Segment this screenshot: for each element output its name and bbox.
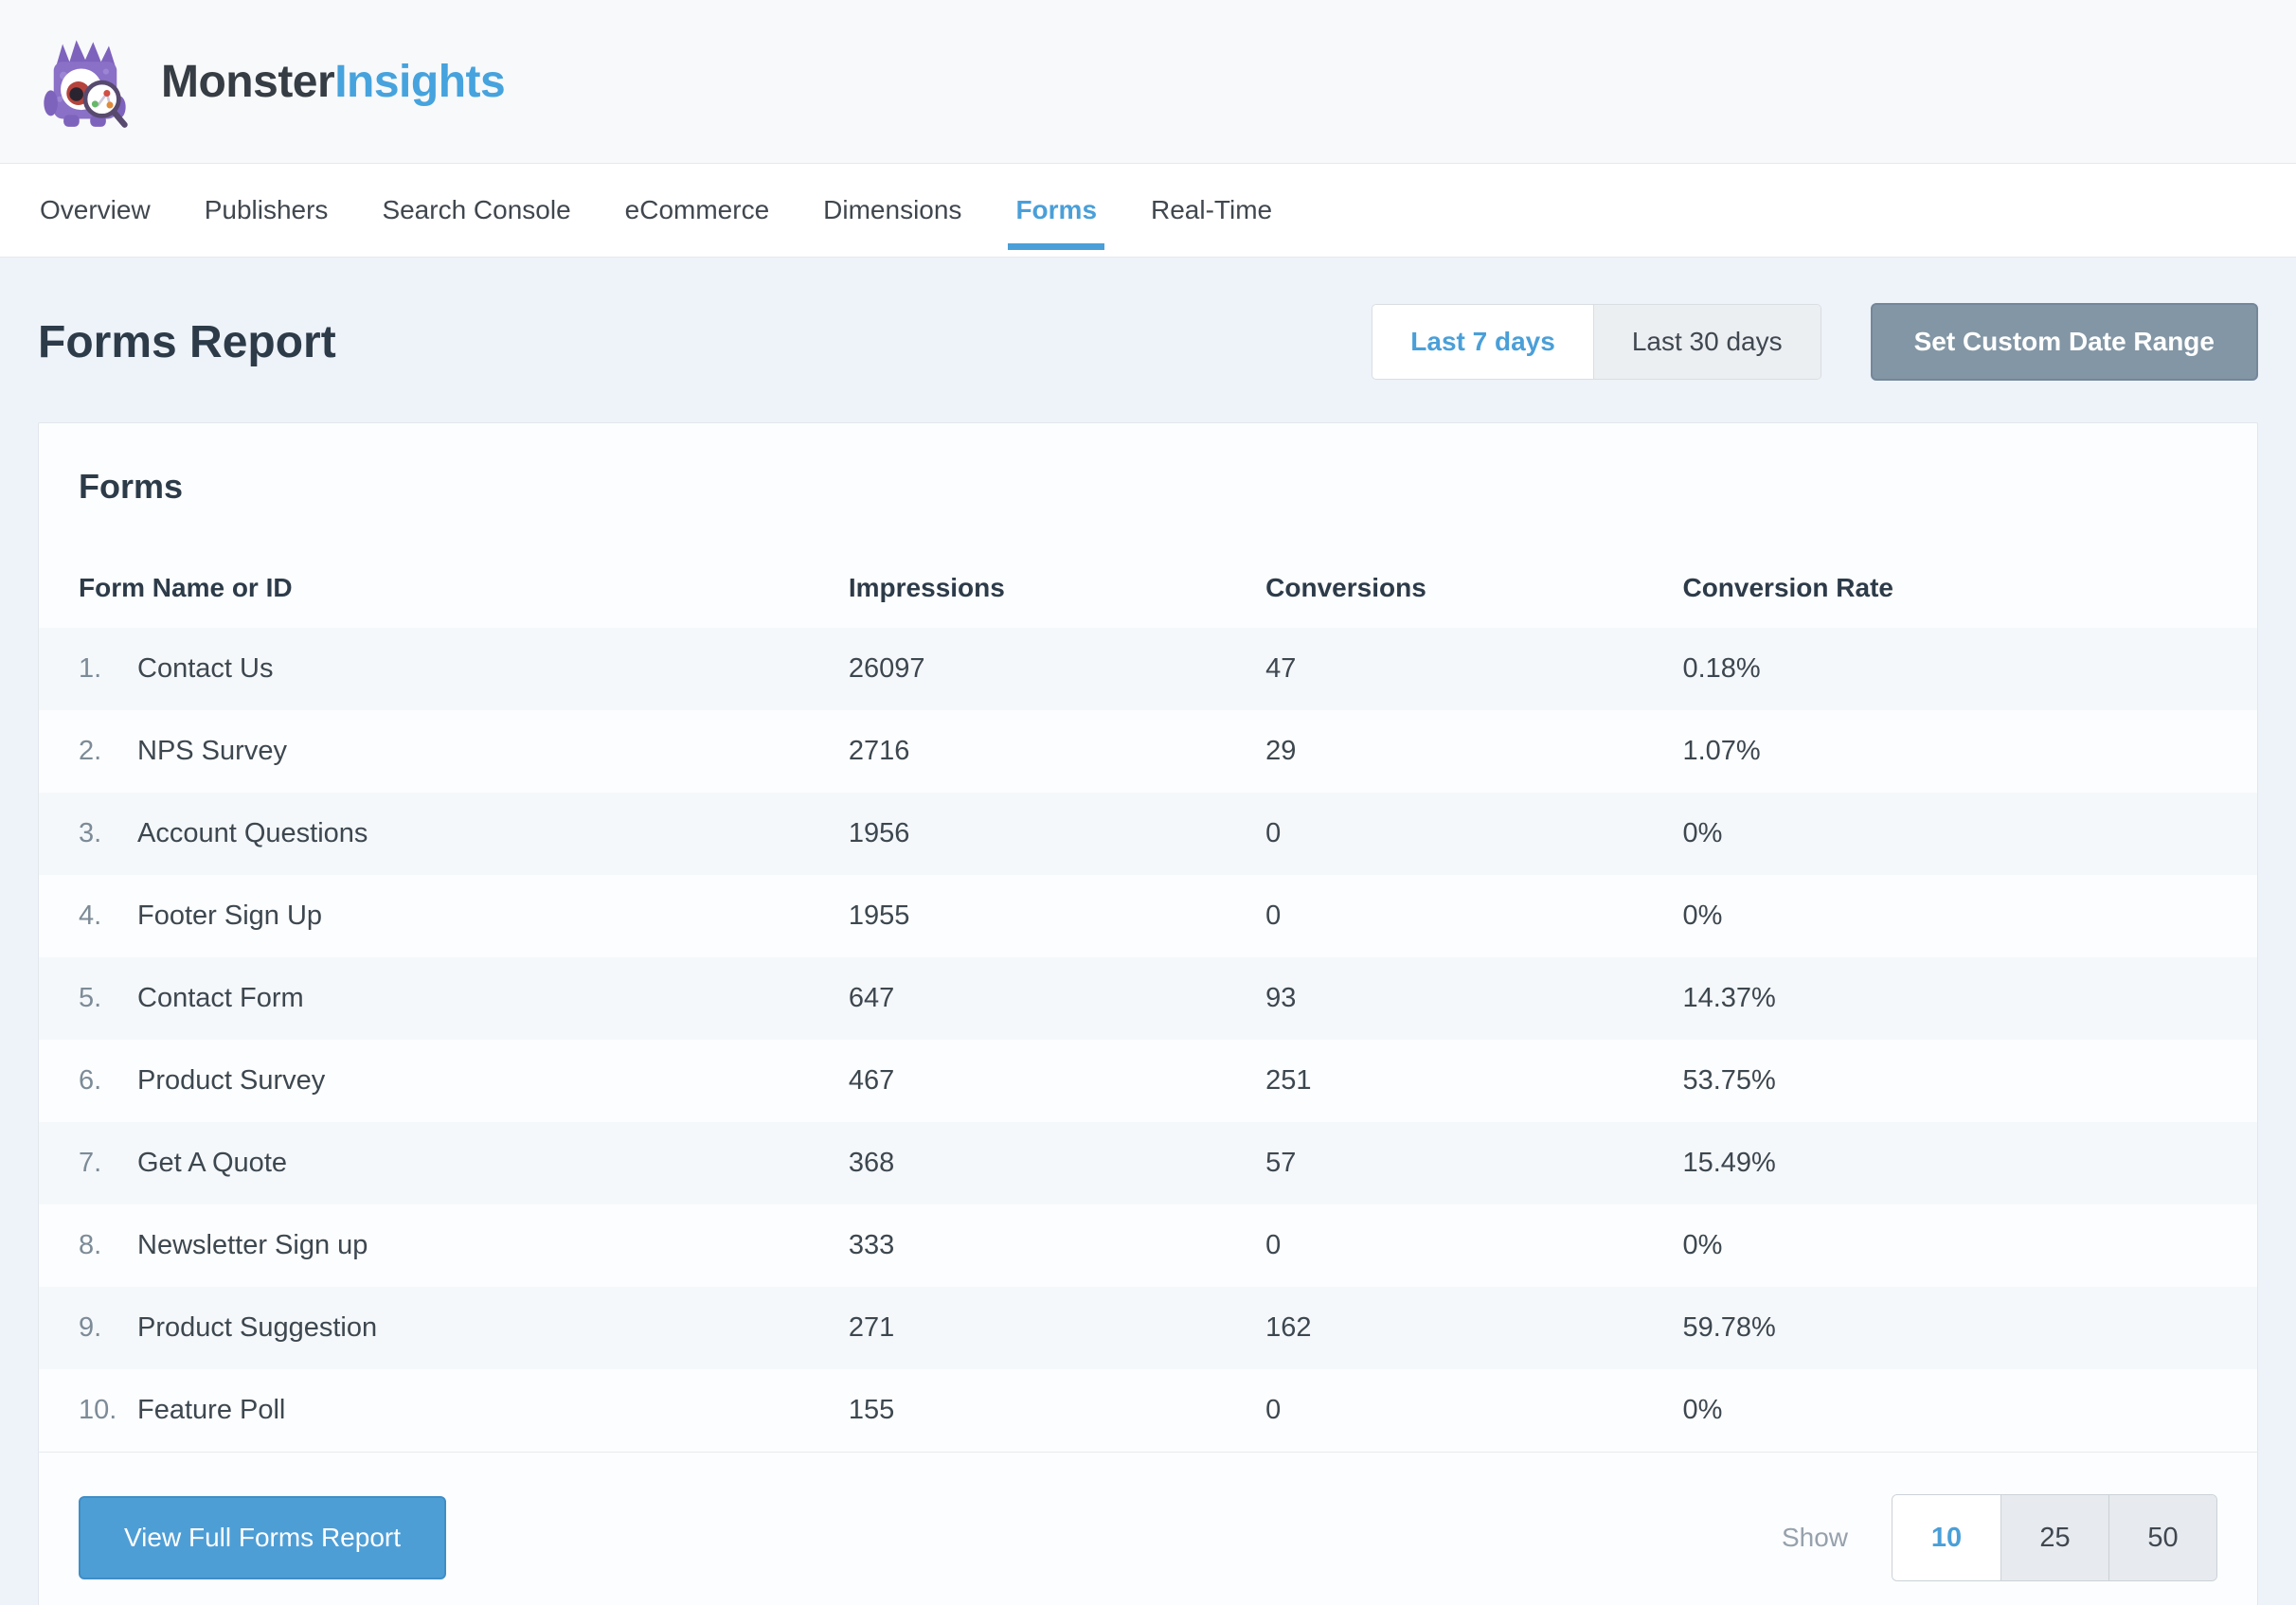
form-name: Product Suggestion [137, 1312, 378, 1343]
impressions-value: 1955 [848, 901, 910, 931]
conversion-rate-value: 14.37% [1682, 983, 1776, 1013]
row-rank: 3. [79, 818, 102, 848]
conversion-rate-value: 15.49% [1682, 1148, 1776, 1178]
report-tabs-nav: Overview Publishers Search Console eComm… [0, 163, 2296, 258]
date-range-last-30-days[interactable]: Last 30 days [1592, 305, 1821, 379]
conversions-value: 162 [1265, 1312, 1312, 1343]
impressions-value: 155 [848, 1395, 895, 1425]
view-full-forms-report-button[interactable]: View Full Forms Report [79, 1496, 447, 1579]
form-name: NPS Survey [137, 736, 287, 766]
conversion-rate-value: 0.18% [1682, 653, 1761, 684]
impressions-value: 467 [848, 1065, 895, 1096]
form-name: Feature Poll [137, 1395, 286, 1425]
brand-logo: MonsterInsights [36, 32, 506, 131]
tab-dimensions[interactable]: Dimensions [823, 195, 962, 224]
conversions-value: 0 [1265, 1230, 1282, 1260]
page-size-10[interactable]: 10 [1892, 1495, 2000, 1580]
impressions-value: 333 [848, 1230, 895, 1260]
card-title: Forms [79, 467, 184, 506]
show-label: Show [1781, 1523, 1848, 1552]
table-row: 1. Contact Us 26097 47 0.18% [39, 628, 2257, 710]
conversions-value: 251 [1265, 1065, 1312, 1096]
table-body: 1. Contact Us 26097 47 0.18% 2. NPS Survey… [39, 628, 2257, 1452]
conversions-value: 0 [1265, 1395, 1282, 1425]
page-size-50[interactable]: 50 [2108, 1495, 2216, 1580]
table-row: 2. NPS Survey 2716 29 1.07% [39, 710, 2257, 793]
conversion-rate-value: 0% [1682, 1395, 1723, 1425]
row-rank: 5. [79, 983, 102, 1013]
impressions-value: 368 [848, 1148, 895, 1178]
row-rank: 9. [79, 1312, 102, 1343]
form-name: Contact Us [137, 653, 274, 684]
col-header-conversions: Conversions [1265, 573, 1426, 602]
table-row: 9. Product Suggestion 271 162 59.78% [39, 1287, 2257, 1369]
form-name: Newsletter Sign up [137, 1230, 368, 1260]
table-row: 8. Newsletter Sign up 333 0 0% [39, 1204, 2257, 1287]
monster-mascot-icon [44, 40, 128, 128]
conversions-value: 0 [1265, 901, 1282, 931]
table-row: 4. Footer Sign Up 1955 0 0% [39, 875, 2257, 957]
row-rank: 8. [79, 1230, 102, 1260]
brand-wordmark: MonsterInsights [161, 56, 506, 108]
col-header-form-name: Form Name or ID [79, 573, 293, 602]
col-header-impressions: Impressions [848, 573, 1005, 602]
form-name: Footer Sign Up [137, 901, 323, 931]
date-range-toggle: Last 7 days Last 30 days [1372, 304, 1821, 380]
conversion-rate-value: 59.78% [1682, 1312, 1776, 1343]
forms-table: Form Name or ID Impressions Conversions … [39, 548, 2257, 1452]
page-title: Forms Report [38, 316, 336, 367]
impressions-value: 271 [848, 1312, 895, 1343]
impressions-value: 2716 [848, 736, 910, 766]
conversion-rate-value: 0% [1682, 818, 1723, 848]
title-row: Forms Report Last 7 days Last 30 days Se… [38, 303, 2258, 381]
date-range-last-7-days[interactable]: Last 7 days [1372, 305, 1593, 379]
tab-real-time[interactable]: Real-Time [1151, 195, 1273, 224]
conversion-rate-value: 1.07% [1682, 736, 1761, 766]
tab-search-console[interactable]: Search Console [382, 195, 571, 224]
form-name: Contact Form [137, 983, 304, 1013]
conversion-rate-value: 0% [1682, 901, 1723, 931]
brand-name-dark: Monster [161, 56, 335, 107]
conversions-value: 29 [1265, 736, 1297, 766]
tab-publishers[interactable]: Publishers [204, 195, 329, 224]
main-content: Forms Report Last 7 days Last 30 days Se… [0, 303, 2296, 1605]
conversion-rate-value: 53.75% [1682, 1065, 1776, 1096]
conversions-value: 47 [1265, 653, 1297, 684]
set-custom-date-range-button[interactable]: Set Custom Date Range [1870, 303, 2258, 381]
conversions-value: 57 [1265, 1148, 1297, 1178]
row-rank: 6. [79, 1065, 102, 1096]
form-name: Get A Quote [137, 1148, 287, 1178]
table-row: 5. Contact Form 647 93 14.37% [39, 957, 2257, 1040]
form-name: Product Survey [137, 1065, 326, 1096]
impressions-value: 647 [848, 983, 895, 1013]
impressions-value: 1956 [848, 818, 910, 848]
conversion-rate-value: 0% [1682, 1230, 1723, 1260]
conversions-value: 0 [1265, 818, 1282, 848]
app-header: MonsterInsights [0, 0, 2296, 163]
table-row: 7. Get A Quote 368 57 15.49% [39, 1122, 2257, 1204]
conversions-value: 93 [1265, 983, 1297, 1013]
table-row: 10. Feature Poll 155 0 0% [39, 1369, 2257, 1452]
row-rank: 10. [79, 1395, 117, 1425]
row-rank: 2. [79, 736, 102, 766]
row-rank: 4. [79, 901, 102, 931]
table-row: 3. Account Questions 1956 0 0% [39, 793, 2257, 875]
row-rank: 7. [79, 1148, 102, 1178]
brand-name-accent: Insights [334, 56, 506, 107]
page-size-25[interactable]: 25 [2000, 1495, 2108, 1580]
form-name: Account Questions [137, 818, 368, 848]
card-footer: View Full Forms Report Show 10 25 50 [39, 1452, 2257, 1605]
col-header-conversion-rate: Conversion Rate [1682, 573, 1893, 602]
date-controls: Last 7 days Last 30 days Set Custom Date… [1372, 303, 2258, 381]
row-rank: 1. [79, 653, 102, 684]
page-size-group: 10 25 50 [1892, 1494, 2217, 1581]
tab-ecommerce[interactable]: eCommerce [624, 195, 770, 224]
table-row: 6. Product Survey 467 251 53.75% [39, 1040, 2257, 1122]
forms-report-card: Forms Form Name or ID Impressions Conver… [38, 422, 2258, 1605]
tab-overview[interactable]: Overview [40, 195, 151, 224]
pagination-size-control: Show 10 25 50 [1782, 1494, 2217, 1581]
tab-forms[interactable]: Forms [1008, 164, 1104, 257]
impressions-value: 26097 [848, 653, 925, 684]
table-header-row: Form Name or ID Impressions Conversions … [39, 548, 2257, 628]
